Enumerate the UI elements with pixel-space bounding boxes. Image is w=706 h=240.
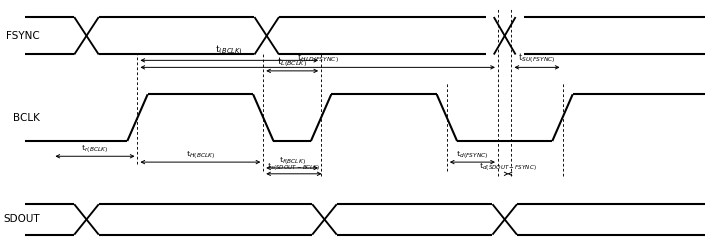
Text: t$_{d(SDOUT-FSYNC)}$: t$_{d(SDOUT-FSYNC)}$ <box>479 161 537 173</box>
Text: t$_{r(BCLK)}$: t$_{r(BCLK)}$ <box>81 143 109 155</box>
Text: BCLK: BCLK <box>13 113 40 123</box>
Text: FSYNC: FSYNC <box>6 31 40 41</box>
Text: t$_{s(SDOUT-BCLK)}$: t$_{s(SDOUT-BCLK)}$ <box>268 161 321 173</box>
Text: SDOUT: SDOUT <box>4 214 40 224</box>
Text: t$_{f(BCLK)}$: t$_{f(BCLK)}$ <box>279 155 306 167</box>
Text: t$_{L(BCLK)}$: t$_{L(BCLK)}$ <box>277 55 307 69</box>
Text: t$_{(BCLK)}$: t$_{(BCLK)}$ <box>215 43 243 58</box>
Text: t$_{H(BCLK)}$: t$_{H(BCLK)}$ <box>186 149 215 161</box>
Text: t$_{SU(FSYNC)}$: t$_{SU(FSYNC)}$ <box>518 51 556 65</box>
Text: t$_{HLD(FSYNC)}$: t$_{HLD(FSYNC)}$ <box>297 51 339 65</box>
Text: t$_{d(FSYNC)}$: t$_{d(FSYNC)}$ <box>456 149 489 161</box>
